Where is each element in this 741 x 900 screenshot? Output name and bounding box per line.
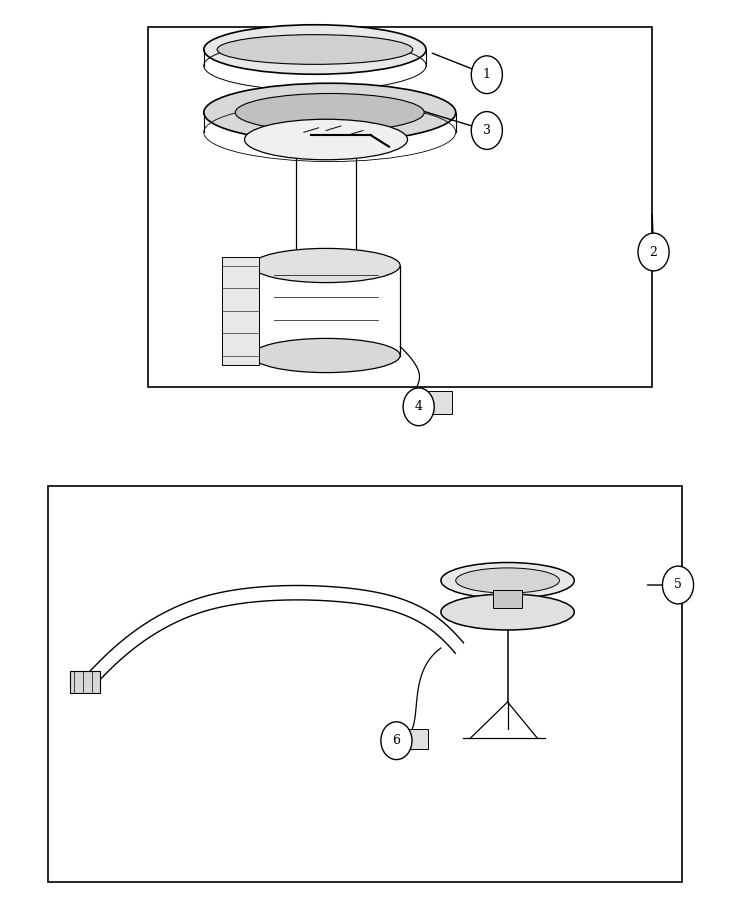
Ellipse shape	[217, 34, 413, 65]
Bar	[419, 392, 452, 414]
Text: 5: 5	[674, 579, 682, 591]
Circle shape	[403, 388, 434, 426]
FancyBboxPatch shape	[48, 486, 682, 882]
Ellipse shape	[235, 94, 424, 131]
Bar	[222, 256, 259, 365]
Circle shape	[638, 233, 669, 271]
Circle shape	[381, 722, 412, 760]
Ellipse shape	[456, 568, 559, 593]
Circle shape	[471, 56, 502, 94]
Bar	[70, 670, 100, 693]
Circle shape	[471, 112, 502, 149]
Text: 3: 3	[483, 124, 491, 137]
Bar	[400, 729, 428, 749]
Ellipse shape	[441, 562, 574, 598]
Ellipse shape	[252, 248, 400, 283]
Ellipse shape	[245, 119, 408, 160]
Circle shape	[662, 566, 694, 604]
Text: 2: 2	[650, 246, 657, 258]
Text: 4: 4	[415, 400, 422, 413]
Ellipse shape	[441, 594, 574, 630]
Text: 6: 6	[393, 734, 400, 747]
Text: 1: 1	[483, 68, 491, 81]
Ellipse shape	[204, 24, 426, 75]
Ellipse shape	[204, 84, 456, 141]
Bar	[493, 590, 522, 608]
Ellipse shape	[252, 338, 400, 373]
FancyBboxPatch shape	[148, 27, 652, 387]
